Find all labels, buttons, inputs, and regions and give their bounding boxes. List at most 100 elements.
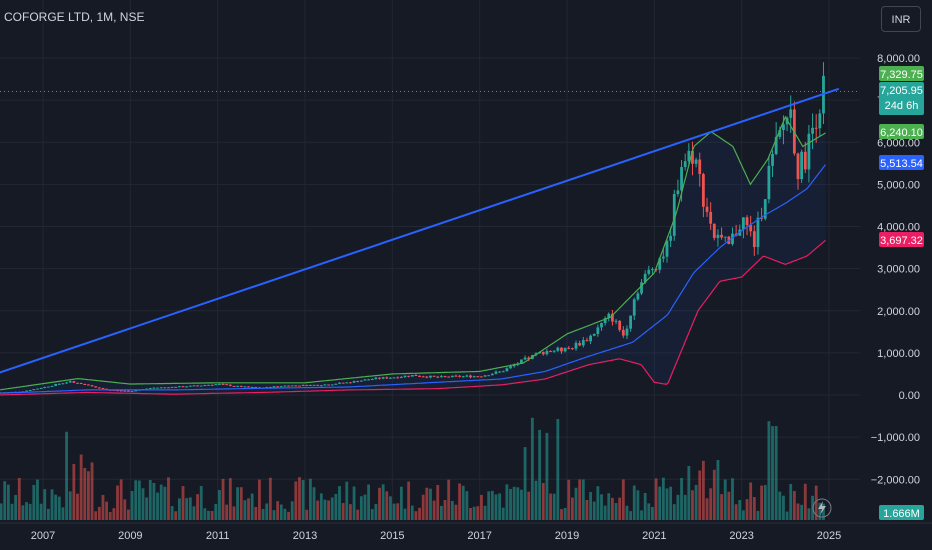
volume-bar — [789, 483, 793, 520]
volume-bar — [534, 480, 538, 520]
volume-bar — [214, 503, 218, 520]
time-axis[interactable]: 2007 2009 2011 2013 2015 2017 2019 2021 2023 2025 — [0, 522, 932, 542]
volume-bar — [352, 486, 356, 520]
volume-bar — [46, 508, 50, 520]
volume-bar — [494, 494, 498, 520]
volume-bar — [141, 488, 145, 520]
candle-body — [247, 386, 250, 388]
candle-body — [287, 385, 290, 387]
volume-bar — [43, 489, 47, 520]
volume-bar — [247, 498, 250, 520]
candle-body — [43, 386, 47, 389]
candle-body — [705, 206, 709, 212]
lightning-icon — [812, 498, 832, 518]
candle-body — [742, 217, 745, 230]
volume-bar — [480, 494, 483, 520]
candle-body — [418, 375, 421, 377]
volume-bar — [512, 486, 516, 520]
bb-upper-label-bg — [879, 124, 924, 139]
x-tick-label: 2007 — [31, 530, 55, 542]
candle-body — [600, 323, 603, 328]
volume-bar — [367, 484, 371, 520]
candle-body — [163, 387, 167, 389]
candle-body — [763, 199, 767, 219]
candle-body — [341, 382, 345, 384]
candle-body — [276, 386, 280, 388]
candle-body — [523, 357, 527, 360]
candle-body — [611, 313, 614, 322]
candle-body — [356, 381, 360, 383]
volume-bar — [83, 467, 87, 520]
candle-body — [392, 377, 396, 379]
candle-body — [439, 376, 443, 378]
volume-bar — [476, 506, 480, 520]
candle-body — [403, 375, 407, 378]
y-tick-label: 0.00 — [899, 390, 920, 402]
candle-body — [807, 133, 811, 170]
volume-bar — [349, 504, 352, 520]
candle-body — [228, 384, 232, 386]
indicator-lines — [0, 87, 840, 396]
x-tick-label: 2023 — [729, 530, 753, 542]
candle-body — [116, 390, 119, 392]
candle-body — [334, 383, 338, 385]
volume-bar — [705, 498, 709, 520]
candle-body — [814, 127, 818, 129]
volume-bar — [378, 487, 381, 520]
candle-body — [61, 383, 65, 385]
volume-bar — [698, 470, 702, 520]
volume-bar — [105, 501, 109, 520]
candle-body — [389, 377, 392, 379]
volume-bar — [731, 478, 734, 520]
candle-body — [290, 385, 294, 387]
volume-bar — [338, 486, 341, 520]
volume-bar — [429, 488, 432, 520]
candle-body — [265, 386, 269, 388]
volume-bar — [771, 426, 774, 520]
volume-bar — [334, 493, 338, 520]
candle-body — [574, 342, 578, 349]
volume-bar — [465, 491, 469, 520]
volume-bar — [319, 493, 323, 520]
volume-bar — [600, 494, 603, 520]
candle-body — [32, 389, 36, 391]
candle-body — [494, 371, 498, 374]
volume-bar — [720, 494, 723, 520]
candle-body — [749, 225, 753, 232]
volume-bar — [254, 507, 258, 520]
candle-body — [800, 151, 804, 180]
candle-body — [134, 390, 138, 392]
candle-body — [621, 329, 625, 336]
volume-bar — [228, 478, 232, 520]
candle-body — [454, 375, 458, 377]
y-tick-label: −2,000.00 — [871, 474, 920, 486]
volume-bar — [425, 487, 429, 520]
volume-bar — [694, 484, 698, 520]
candle-body — [218, 383, 221, 385]
candle-body — [421, 376, 425, 378]
candle-body — [174, 386, 178, 388]
candle-body — [472, 376, 476, 378]
symbol-title: COFORGE LTD, 1M, NSE — [4, 10, 145, 24]
candle-body — [818, 113, 822, 129]
candle-body — [381, 377, 385, 379]
candle-body — [123, 390, 127, 392]
volume-bar — [589, 492, 592, 520]
volume-bar — [545, 432, 549, 520]
volume-bar — [560, 509, 563, 520]
currency-button[interactable]: INR — [881, 6, 921, 32]
candle-body — [352, 381, 356, 383]
candle-body — [254, 387, 258, 389]
candle-body — [399, 377, 403, 379]
volume-bar — [396, 503, 400, 520]
volume-bar — [469, 507, 472, 520]
candle-body — [370, 378, 374, 380]
volume-bar — [258, 479, 261, 520]
volume-bar — [734, 504, 738, 520]
bb-basis-label-bg — [879, 155, 924, 170]
volume-bar — [152, 482, 156, 520]
volume-bar — [501, 507, 505, 520]
volume-bar — [330, 497, 334, 520]
volume-bar — [239, 487, 243, 520]
